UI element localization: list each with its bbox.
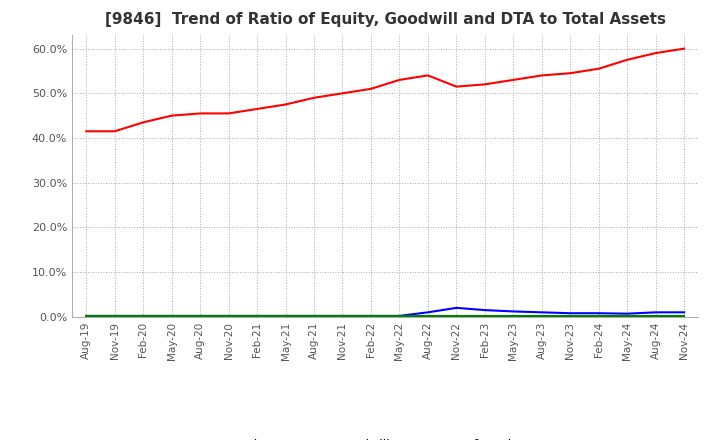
Equity — [366, 86, 375, 92]
Equity — [225, 111, 233, 116]
Goodwill — [452, 305, 461, 311]
Equity — [509, 77, 518, 83]
Equity — [537, 73, 546, 78]
Goodwill — [338, 313, 347, 319]
Line: Goodwill: Goodwill — [86, 308, 684, 316]
Equity — [423, 73, 432, 78]
Deferred Tax Assets — [395, 314, 404, 319]
Equity — [452, 84, 461, 89]
Goodwill — [509, 309, 518, 314]
Goodwill — [110, 313, 119, 319]
Goodwill — [652, 310, 660, 315]
Deferred Tax Assets — [537, 314, 546, 319]
Deferred Tax Assets — [82, 314, 91, 319]
Deferred Tax Assets — [566, 314, 575, 319]
Deferred Tax Assets — [623, 314, 631, 319]
Equity — [110, 128, 119, 134]
Equity — [253, 106, 261, 112]
Equity — [82, 128, 91, 134]
Goodwill — [395, 313, 404, 319]
Deferred Tax Assets — [680, 314, 688, 319]
Goodwill — [139, 313, 148, 319]
Deferred Tax Assets — [338, 314, 347, 319]
Equity — [139, 120, 148, 125]
Deferred Tax Assets — [509, 314, 518, 319]
Deferred Tax Assets — [139, 314, 148, 319]
Goodwill — [537, 310, 546, 315]
Deferred Tax Assets — [595, 314, 603, 319]
Goodwill — [423, 310, 432, 315]
Title: [9846]  Trend of Ratio of Equity, Goodwill and DTA to Total Assets: [9846] Trend of Ratio of Equity, Goodwil… — [104, 12, 666, 27]
Deferred Tax Assets — [167, 314, 176, 319]
Deferred Tax Assets — [110, 314, 119, 319]
Goodwill — [480, 308, 489, 313]
Goodwill — [595, 311, 603, 316]
Deferred Tax Assets — [225, 314, 233, 319]
Equity — [480, 82, 489, 87]
Deferred Tax Assets — [366, 314, 375, 319]
Goodwill — [366, 313, 375, 319]
Deferred Tax Assets — [253, 314, 261, 319]
Equity — [196, 111, 204, 116]
Goodwill — [167, 313, 176, 319]
Legend: Equity, Goodwill, Deferred Tax Assets: Equity, Goodwill, Deferred Tax Assets — [184, 434, 586, 440]
Goodwill — [282, 313, 290, 319]
Equity — [167, 113, 176, 118]
Deferred Tax Assets — [310, 314, 318, 319]
Deferred Tax Assets — [652, 314, 660, 319]
Equity — [595, 66, 603, 71]
Deferred Tax Assets — [480, 314, 489, 319]
Goodwill — [196, 313, 204, 319]
Goodwill — [82, 313, 91, 319]
Deferred Tax Assets — [452, 314, 461, 319]
Line: Equity: Equity — [86, 48, 684, 131]
Equity — [395, 77, 404, 83]
Deferred Tax Assets — [423, 314, 432, 319]
Equity — [310, 95, 318, 100]
Equity — [566, 70, 575, 76]
Equity — [338, 91, 347, 96]
Goodwill — [566, 311, 575, 316]
Goodwill — [623, 311, 631, 316]
Equity — [623, 57, 631, 62]
Equity — [680, 46, 688, 51]
Deferred Tax Assets — [196, 314, 204, 319]
Goodwill — [225, 313, 233, 319]
Deferred Tax Assets — [282, 314, 290, 319]
Goodwill — [253, 313, 261, 319]
Goodwill — [310, 313, 318, 319]
Equity — [282, 102, 290, 107]
Equity — [652, 51, 660, 56]
Goodwill — [680, 310, 688, 315]
